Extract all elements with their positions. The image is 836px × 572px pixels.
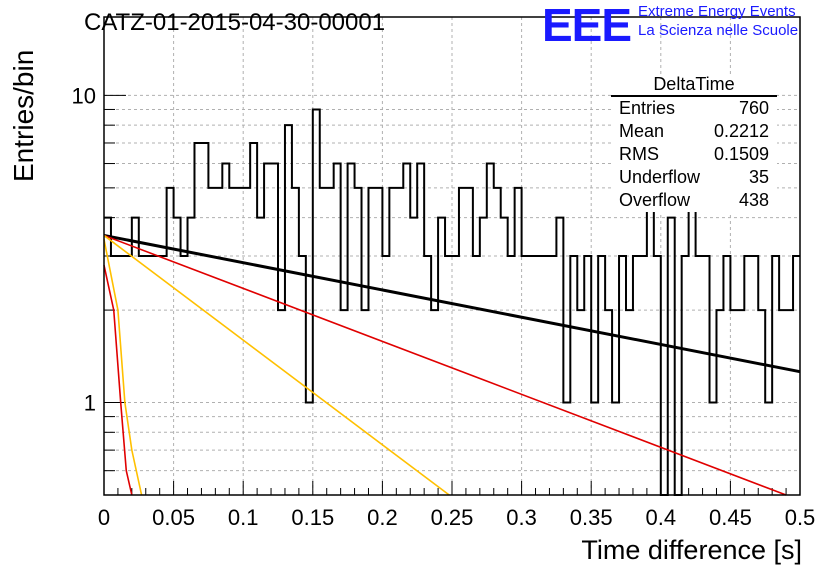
y-tick-label: 10 — [72, 83, 96, 108]
x-tick-label: 0.45 — [709, 505, 752, 530]
stats-title: DeltaTime — [611, 75, 777, 97]
x-tick-label: 0.2 — [367, 505, 398, 530]
y-tick-label: 1 — [84, 391, 96, 416]
fit-curve — [103, 234, 450, 496]
stats-row-mean: Mean 0.2212 — [611, 120, 777, 143]
stats-row-entries: Entries 760 — [611, 97, 777, 120]
x-tick-label: 0.4 — [646, 505, 677, 530]
x-tick-label: 0.05 — [152, 505, 195, 530]
stats-label: Underflow — [619, 167, 701, 187]
stats-row-rms: RMS 0.1509 — [611, 143, 777, 166]
stats-row-overflow: Overflow 438 — [611, 189, 777, 212]
stats-value: 35 — [748, 167, 769, 187]
logo-line-2: La Scienza nelle Scuole — [638, 22, 799, 39]
fit-curve — [103, 239, 143, 496]
stats-value: 438 — [738, 190, 769, 210]
stats-label: RMS — [619, 144, 659, 164]
stats-row-underflow: Underflow 35 — [611, 166, 777, 189]
chart-title: CATZ-01-2015-04-30-00001 — [84, 9, 386, 36]
stats-label: Mean — [619, 121, 665, 141]
fit-curve — [103, 233, 801, 374]
x-tick-label: 0.3 — [506, 505, 537, 530]
logo-line-1: Extreme Energy Events — [638, 3, 796, 20]
x-tick-label: 0.15 — [291, 505, 334, 530]
plot-frame — [103, 16, 801, 496]
fit-curve — [103, 234, 787, 496]
stats-value: 0.2212 — [713, 121, 769, 141]
stats-value: 760 — [738, 98, 769, 118]
stats-label: Entries — [619, 98, 676, 118]
stats-box: DeltaTime Entries 760 Mean 0.2212 RMS 0.… — [611, 75, 777, 212]
x-tick-label: 0.5 — [785, 505, 816, 530]
stats-label: Overflow — [619, 190, 691, 210]
x-tick-label: 0.35 — [570, 505, 613, 530]
fit-curve — [103, 265, 133, 496]
x-axis-label: Time difference [s] — [581, 535, 802, 565]
x-tick-label: 0 — [98, 505, 110, 530]
x-tick-label: 0.25 — [431, 505, 474, 530]
eee-logo: EEE — [542, 0, 632, 51]
histogram-series — [104, 108, 800, 496]
stats-value: 0.1509 — [713, 144, 769, 164]
x-tick-label: 0.1 — [228, 505, 259, 530]
y-axis-label: Entries/bin — [8, 49, 39, 182]
